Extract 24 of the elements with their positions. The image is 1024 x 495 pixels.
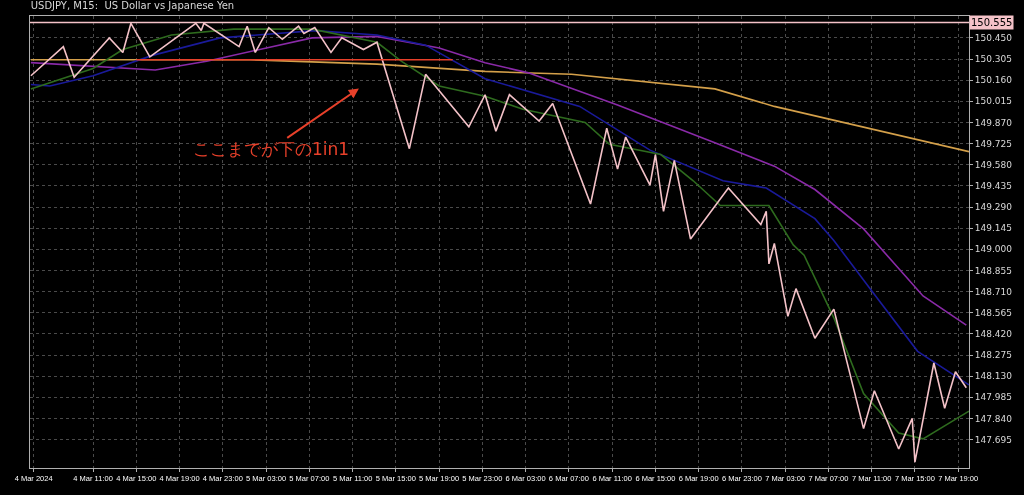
y-tick-label: 148.420 [974,329,1013,340]
y-tick-label: 148.710 [974,286,1013,297]
y-tick-label: 149.290 [974,202,1013,213]
y-tick-label: 149.580 [974,159,1013,170]
y-tick-label: 148.855 [974,265,1013,276]
y-tick-label: 150.015 [974,96,1013,107]
ref-line-label: 150.555 [971,17,1013,28]
y-tick-label: 147.840 [974,413,1013,424]
y-tick-label: 149.725 [974,138,1013,149]
y-tick-label: 148.130 [974,371,1013,382]
y-tick-label: 149.435 [974,181,1013,192]
line-series [30,35,968,326]
annotation: ここまでが下の1in1 [193,139,350,159]
y-tick-label: 149.000 [974,244,1013,255]
y-tick-label: 150.305 [974,54,1013,65]
y-tick-label: 148.565 [974,307,1013,318]
y-tick-label: 147.695 [974,434,1013,445]
y-tick-label: 149.145 [974,223,1013,234]
y-tick-label: 150.450 [974,33,1013,44]
y-tick-label: 147.985 [974,392,1013,403]
chart-title: USDJPY, M15: US Dollar vs Japanese Yen [30,0,235,12]
y-tick-label: 148.275 [974,350,1013,361]
y-tick-label: 150.160 [974,75,1013,86]
y-tick-label: 149.870 [974,117,1013,128]
